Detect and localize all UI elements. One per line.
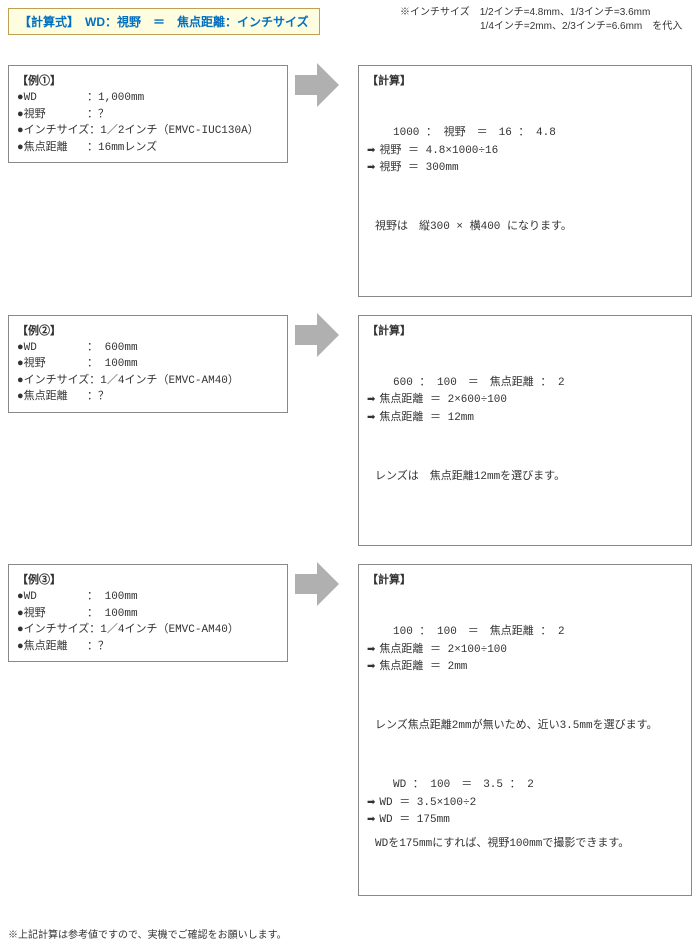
calc-line: 焦点距離 ＝ 2×100÷100 — [367, 642, 683, 660]
param-line: ●WD： 600mm — [17, 340, 279, 357]
param-label: ●視野 — [17, 107, 87, 124]
param-label: ●視野 — [17, 356, 87, 373]
calc-line: 視野 ＝ 4.8×1000÷16 — [367, 143, 683, 161]
param-value: ：1／2インチ（EMVC-IUC130A） — [89, 125, 258, 137]
calc-title: 【計算】 — [367, 72, 683, 88]
param-line: ●WD： 100mm — [17, 589, 279, 606]
example-rows: 【例①】 ●WD：1,000mm●視野：？●インチサイズ：1／2インチ（EMVC… — [8, 65, 692, 896]
example-title: 【例②】 — [17, 322, 279, 338]
param-line: ●焦点距離：？ — [17, 389, 279, 406]
example-params: ●WD： 100mm●視野： 100mm●インチサイズ：1／4インチ（EMVC-… — [17, 589, 279, 655]
calc-box: 【計算】 600 ： 100 ＝ 焦点距離 ： 2焦点距離 ＝ 2×600÷10… — [358, 315, 692, 547]
inch-note-line2: 1/4インチ=2mm、2/3インチ=6.6mm を代入 — [400, 20, 682, 34]
calc-line: WD ： 100 ＝ 3.5 ： 2 — [367, 777, 683, 795]
param-value: ： 100mm — [87, 608, 138, 620]
calc-lines: 1000 ： 視野 ＝ 16 ： 4.8視野 ＝ 4.8×1000÷16視野 ＝… — [367, 90, 683, 290]
calc-title: 【計算】 — [367, 322, 683, 338]
example-title: 【例①】 — [17, 72, 279, 88]
calc-line: WD ＝ 175mm — [367, 812, 683, 830]
calc-line: WD ＝ 3.5×100÷2 — [367, 795, 683, 813]
calc-line: 100 ： 100 ＝ 焦点距離 ： 2 — [367, 624, 683, 642]
arrow-col — [288, 564, 358, 584]
param-label: ●WD — [17, 589, 87, 606]
param-value: ：1,000mm — [87, 92, 144, 104]
param-line: ●視野： 100mm — [17, 356, 279, 373]
param-value: ：16mmレンズ — [87, 142, 157, 154]
calc-line: 600 ： 100 ＝ 焦点距離 ： 2 — [367, 375, 683, 393]
param-line: ●焦点距離：16mmレンズ — [17, 140, 279, 157]
calc-lines: 100 ： 100 ＝ 焦点距離 ： 2焦点距離 ＝ 2×100÷100焦点距離… — [367, 589, 683, 889]
calc-result: レンズ焦点距離2mmが無いため、近い3.5mmを選びます。 — [367, 718, 683, 736]
param-line: ●視野：？ — [17, 107, 279, 124]
calc-box: 【計算】 100 ： 100 ＝ 焦点距離 ： 2焦点距離 ＝ 2×100÷10… — [358, 564, 692, 896]
example-params: ●WD： 600mm●視野： 100mm●インチサイズ：1／4インチ（EMVC-… — [17, 340, 279, 406]
formula-box: 【計算式】 WD：視野 ＝ 焦点距離：インチサイズ — [8, 8, 320, 35]
param-line: ●WD：1,000mm — [17, 90, 279, 107]
param-line: ●インチサイズ：1／2インチ（EMVC-IUC130A） — [17, 123, 279, 140]
calc-line: 視野 ＝ 300mm — [367, 160, 683, 178]
footnote: ※上記計算は参考値ですので、実機でご確認をお願いします。 — [8, 926, 692, 941]
param-value: ：1／4インチ（EMVC-AM40） — [89, 375, 239, 387]
param-line: ●焦点距離：？ — [17, 639, 279, 656]
example-box: 【例③】 ●WD： 100mm●視野： 100mm●インチサイズ：1／4インチ（… — [8, 564, 288, 662]
example-row-3: 【例③】 ●WD： 100mm●視野： 100mm●インチサイズ：1／4インチ（… — [8, 564, 692, 896]
calc-result: レンズは 焦点距離12mmを選びます。 — [367, 469, 683, 487]
calc-box: 【計算】 1000 ： 視野 ＝ 16 ： 4.8視野 ＝ 4.8×1000÷1… — [358, 65, 692, 297]
example-row-1: 【例①】 ●WD：1,000mm●視野：？●インチサイズ：1／2インチ（EMVC… — [8, 65, 692, 297]
param-label: ●焦点距離 — [17, 389, 87, 406]
param-value: ：1／4インチ（EMVC-AM40） — [89, 624, 239, 636]
calc-lines: 600 ： 100 ＝ 焦点距離 ： 2焦点距離 ＝ 2×600÷100焦点距離… — [367, 340, 683, 540]
calc-line: 焦点距離 ＝ 2mm — [367, 659, 683, 677]
param-line: ●視野： 100mm — [17, 606, 279, 623]
param-value: ： 600mm — [87, 342, 138, 354]
param-value: ：？ — [87, 109, 109, 121]
param-value: ：？ — [87, 641, 109, 653]
calc-title: 【計算】 — [367, 571, 683, 587]
calc-line: 焦点距離 ＝ 12mm — [367, 410, 683, 428]
inch-note-line1: ※インチサイズ 1/2インチ=4.8mm、1/3インチ=3.6mm — [400, 6, 682, 20]
param-label: ●視野 — [17, 606, 87, 623]
calc-result: 視野は 縦300 × 横400 になります。 — [367, 219, 683, 237]
param-label: ●インチサイズ — [17, 622, 89, 639]
arrow-col — [288, 65, 358, 85]
calc-line: 1000 ： 視野 ＝ 16 ： 4.8 — [367, 125, 683, 143]
param-label: ●インチサイズ — [17, 373, 89, 390]
param-label: ●WD — [17, 90, 87, 107]
param-value: ： 100mm — [87, 358, 138, 370]
example-title: 【例③】 — [17, 571, 279, 587]
arrow-col — [288, 315, 358, 335]
param-value: ：？ — [87, 391, 109, 403]
param-line: ●インチサイズ：1／4インチ（EMVC-AM40） — [17, 373, 279, 390]
example-row-2: 【例②】 ●WD： 600mm●視野： 100mm●インチサイズ：1／4インチ（… — [8, 315, 692, 547]
param-label: ●インチサイズ — [17, 123, 89, 140]
param-label: ●WD — [17, 340, 87, 357]
calc-result2: WDを175mmにすれば、視野100mmで撮影できます。 — [367, 836, 683, 854]
param-value: ： 100mm — [87, 591, 138, 603]
example-params: ●WD：1,000mm●視野：？●インチサイズ：1／2インチ（EMVC-IUC1… — [17, 90, 279, 156]
example-box: 【例②】 ●WD： 600mm●視野： 100mm●インチサイズ：1／4インチ（… — [8, 315, 288, 413]
inch-note: ※インチサイズ 1/2インチ=4.8mm、1/3インチ=3.6mm 1/4インチ… — [400, 6, 682, 34]
calc-line: 焦点距離 ＝ 2×600÷100 — [367, 392, 683, 410]
example-box: 【例①】 ●WD：1,000mm●視野：？●インチサイズ：1／2インチ（EMVC… — [8, 65, 288, 163]
param-line: ●インチサイズ：1／4インチ（EMVC-AM40） — [17, 622, 279, 639]
param-label: ●焦点距離 — [17, 140, 87, 157]
param-label: ●焦点距離 — [17, 639, 87, 656]
